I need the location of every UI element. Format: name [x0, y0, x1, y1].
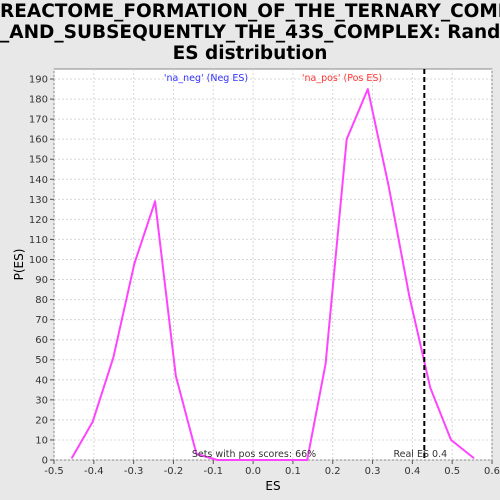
- data-point: [195, 453, 198, 455]
- data-point: [175, 374, 177, 377]
- chart-title-line-1: REACTOME_FORMATION_OF_THE_TERNARY_COMPLE…: [0, 1, 500, 22]
- x-tick-label: -0.1: [204, 466, 224, 477]
- data-point: [472, 457, 475, 459]
- x-tick-label: 0.2: [325, 466, 341, 477]
- y-tick-label: 90: [35, 275, 48, 286]
- x-tick-label: 0.4: [404, 466, 420, 477]
- data-point: [237, 459, 240, 461]
- x-tick-label: 0.5: [444, 466, 460, 477]
- data-point: [366, 88, 369, 90]
- data-point: [387, 184, 390, 187]
- axes: 0 10 20 30 40 50 60 70 80 90 100 110 120 130 140 150 160…: [12, 75, 500, 493]
- data-point: [408, 294, 410, 297]
- y-tick-label: 110: [29, 235, 48, 246]
- x-axis-title: ES: [265, 479, 280, 493]
- chart-title: REACTOME_FORMATION_OF_THE_TERNARY_COMPLE…: [0, 1, 500, 64]
- data-point: [450, 439, 452, 441]
- y-tick-label: 80: [35, 295, 48, 306]
- series-layer: [71, 88, 475, 461]
- data-point: [258, 459, 260, 461]
- data-point: [91, 421, 94, 423]
- y-tick-label: 100: [29, 255, 48, 266]
- y-tick-label: 120: [29, 215, 48, 226]
- y-tick-label: 180: [29, 95, 48, 106]
- chart-title-line-2: _AND_SUBSEQUENTLY_THE_43S_COMPLEX: Rando…: [0, 22, 500, 43]
- y-tick-label: 70: [35, 315, 48, 326]
- pos-es-annotation: 'na_pos' (Pos ES): [302, 73, 382, 84]
- reference-layer: Real ES 0.4: [393, 69, 447, 460]
- pos-scores-annotation: Sets with pos scores: 66%: [192, 449, 316, 460]
- x-tick-label: -0.4: [84, 466, 104, 477]
- x-tick-label: 0.0: [245, 466, 261, 477]
- data-point: [324, 362, 327, 365]
- y-tick-label: 0: [42, 456, 48, 467]
- data-point: [306, 459, 309, 461]
- x-tick-label: 0.3: [365, 466, 381, 477]
- x-tick-label: 0.6: [484, 466, 500, 477]
- y-tick-label: 10: [35, 435, 48, 446]
- y-tick-label: 140: [29, 175, 48, 186]
- y-tick-label: 30: [35, 395, 48, 406]
- plot-area: [53, 68, 493, 461]
- grid-lines: [53, 69, 493, 461]
- x-tick-label: -0.2: [164, 466, 184, 477]
- chart-title-line-3: ES distribution: [172, 43, 328, 64]
- data-point: [345, 138, 348, 140]
- y-tick-label: 160: [29, 135, 48, 146]
- y-tick-label: 130: [29, 195, 48, 206]
- y-tick-label: 50: [35, 355, 48, 366]
- x-tick-label: -0.3: [124, 466, 144, 477]
- data-point: [133, 262, 136, 265]
- annotation-layer: 'na_neg' (Neg ES) 'na_pos' (Pos ES) Sets w…: [164, 73, 382, 460]
- y-tick-label: 190: [29, 75, 48, 86]
- y-tick-label: 150: [29, 155, 48, 166]
- data-point: [71, 457, 73, 459]
- y-axis-title: P(ES): [12, 249, 26, 281]
- data-point: [299, 459, 302, 461]
- y-tick-label: 40: [35, 375, 48, 386]
- data-point: [154, 200, 156, 203]
- data-point: [216, 459, 219, 461]
- data-point: [429, 387, 432, 389]
- x-tick-label: 0.1: [285, 466, 301, 477]
- y-tick-label: 170: [29, 115, 48, 126]
- y-tick-label: 20: [35, 415, 48, 426]
- real-es-label: Real ES 0.4: [393, 449, 447, 460]
- data-point: [278, 459, 281, 461]
- data-point: [112, 356, 115, 359]
- y-tick-label: 60: [35, 335, 48, 346]
- neg-es-annotation: 'na_neg' (Neg ES): [164, 73, 248, 84]
- x-tick-label: -0.5: [44, 466, 64, 477]
